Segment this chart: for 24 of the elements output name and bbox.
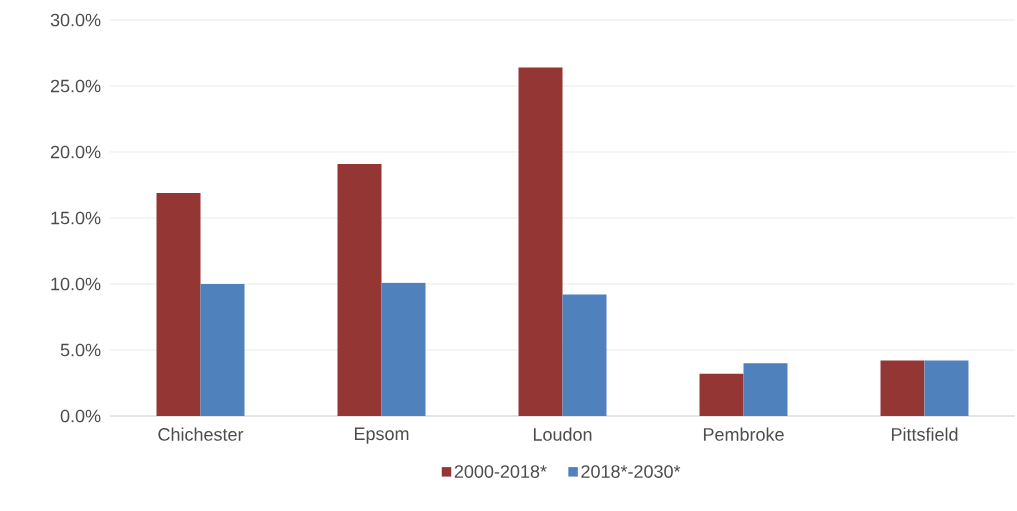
- bar: [743, 363, 788, 416]
- legend-label: 2018*-2030*: [581, 465, 681, 478]
- x-tick-label: Chichester: [158, 427, 244, 441]
- y-tick-label: 5.0%: [60, 343, 101, 357]
- bar: [880, 360, 925, 416]
- x-tick-label: Loudon: [533, 427, 592, 441]
- bar: [518, 67, 563, 416]
- y-tick-label: 0.0%: [60, 409, 101, 423]
- y-tick-label: 25.0%: [50, 79, 101, 93]
- bar: [562, 294, 607, 416]
- x-tick-label: Pittsfield: [891, 427, 958, 441]
- bar: [337, 163, 382, 416]
- y-tick-label: 10.0%: [51, 277, 101, 291]
- y-tick-label: 20.0%: [50, 145, 101, 159]
- y-tick-label: 30.0%: [50, 13, 101, 27]
- legend-label: 2000-2018*: [454, 465, 547, 478]
- x-tick-label: Epsom: [354, 427, 409, 444]
- bar: [924, 360, 969, 416]
- bar: [699, 373, 744, 416]
- bar: [381, 282, 426, 416]
- x-tick-label: Pembroke: [703, 427, 784, 441]
- bar: [200, 284, 245, 416]
- bar: [156, 192, 201, 416]
- y-tick-label: 15.0%: [51, 211, 101, 225]
